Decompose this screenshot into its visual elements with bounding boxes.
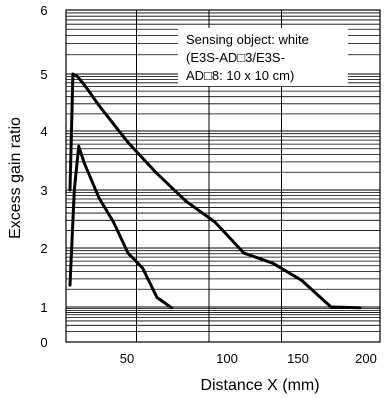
x-tick-labels: 50 100 150 200 [120,351,377,366]
x-axis-label: Distance X (mm) [200,377,319,394]
grid [66,10,380,343]
series-group [68,72,362,310]
y-tick-label: 0 [40,335,47,350]
annotation-line-2: (E3S-AD□3/E3S- [186,50,285,65]
y-tick-label: 3 [40,183,47,198]
series-line-1 [68,72,362,310]
annotation-line-1: Sensing object: white [186,32,309,47]
y-tick-label: 1 [40,300,47,315]
annotation-box [178,28,348,86]
x-tick-label: 100 [216,351,238,366]
y-tick-label: 5 [40,67,47,82]
annotation-line-3: AD□8: 10 x 10 cm) [186,68,294,83]
x-tick-label: 150 [287,351,309,366]
y-tick-label: 2 [40,241,47,256]
x-tick-label: 50 [120,351,134,366]
y-tick-label: 6 [40,3,47,18]
series-line-2 [68,144,173,310]
plot-frame [65,9,381,343]
y-tick-label: 4 [40,124,47,139]
y-tick-labels: 0 1 2 3 4 5 6 [40,3,47,350]
y-axis-label: Excess gain ratio [7,117,24,239]
x-tick-label: 200 [355,351,377,366]
